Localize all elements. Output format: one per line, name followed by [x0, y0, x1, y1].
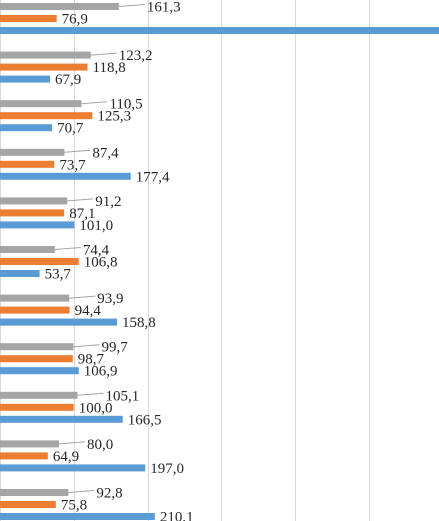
data-label-series1-group5: 91,2	[95, 194, 121, 210]
data-label-series1-group7: 93,9	[97, 291, 123, 307]
bar-series1-group8	[0, 343, 74, 351]
data-label-series3-group9: 166,5	[128, 412, 162, 428]
bar-series2-group8	[0, 355, 73, 363]
bar-series1-group3	[0, 100, 82, 108]
bar-series3-group2	[0, 75, 51, 83]
data-label-series1-group3: 110,5	[109, 97, 142, 113]
data-label-series2-group10: 64,9	[53, 449, 79, 465]
data-label-series2-group1: 76,9	[62, 12, 88, 28]
data-label-series3-group2: 67,9	[55, 72, 81, 88]
bar-series2-group5	[0, 209, 65, 217]
bar-series1-group4	[0, 148, 65, 156]
data-label-series1-group1: 161,3	[147, 0, 181, 16]
data-label-series3-group10: 197,0	[150, 461, 184, 477]
data-label-series3-group7: 158,8	[122, 315, 156, 331]
leader-line-group1	[118, 4, 145, 7]
bar-series3-group5	[0, 221, 75, 229]
leader-line-group3	[81, 101, 108, 105]
bar-series2-group1	[0, 15, 57, 22]
data-label-series2-group9: 100,0	[79, 400, 113, 416]
bar-series3-group10	[0, 464, 146, 472]
data-label-series2-group7: 94,4	[75, 303, 102, 319]
bar-series2-group7	[0, 306, 70, 314]
data-label-series2-group6: 106,8	[84, 255, 118, 271]
data-label-series3-group5: 101,0	[79, 218, 113, 234]
bar-series2-group10	[0, 452, 48, 460]
bar-series3-group6	[0, 270, 40, 277]
bar-series2-group4	[0, 160, 55, 168]
leader-lines	[54, 4, 145, 493]
bar-series2-group11	[0, 501, 56, 508]
bar-series3-group3	[0, 124, 53, 132]
leader-line-group6	[54, 247, 81, 250]
bar-series3-group1	[0, 27, 439, 34]
leader-line-group4	[64, 149, 91, 153]
leader-line-group2	[90, 52, 117, 56]
bar-series1-group11	[0, 489, 69, 496]
bar-series2-group2	[0, 63, 88, 71]
leader-line-group11	[68, 490, 95, 493]
bar-series3-group11	[0, 513, 155, 520]
data-label-series1-group2: 123,2	[119, 48, 153, 64]
leader-line-group10	[58, 441, 85, 445]
data-label-series2-group4: 73,7	[59, 157, 86, 173]
data-label-series3-group8: 106,9	[84, 364, 118, 380]
data-label-series2-group2: 118,8	[93, 60, 126, 76]
bar-series2-group6	[0, 258, 79, 265]
bar-series1-group1	[0, 3, 119, 10]
data-label-series2-group3: 125,3	[97, 109, 131, 125]
bar-series1-group9	[0, 391, 78, 399]
bar-series2-group3	[0, 112, 93, 120]
data-label-series1-group9: 105,1	[105, 388, 139, 404]
data-label-series1-group6: 74,4	[83, 243, 110, 259]
bar-series1-group5	[0, 197, 68, 205]
leader-line-group7	[69, 295, 96, 299]
data-label-series2-group8: 98,7	[78, 352, 105, 368]
bar-series1-group7	[0, 294, 70, 302]
data-label-series1-group11: 92,8	[96, 486, 122, 502]
bars-group	[0, 3, 439, 520]
bar-series3-group7	[0, 318, 118, 326]
data-label-series2-group11: 75,8	[61, 498, 87, 514]
leader-line-group9	[77, 392, 104, 396]
data-label-series3-group4: 177,4	[136, 169, 170, 185]
bar-series3-group9	[0, 415, 123, 423]
data-label-series3-group3: 70,7	[57, 121, 84, 137]
bar-series1-group2	[0, 51, 91, 59]
bar-series1-group10	[0, 440, 59, 448]
data-label-series1-group10: 80,0	[87, 437, 113, 453]
bar-series3-group4	[0, 172, 131, 180]
data-label-series3-group6: 53,7	[45, 267, 72, 283]
data-label-series1-group4: 87,4	[92, 145, 119, 161]
leader-line-group8	[73, 344, 100, 348]
bar-series3-group8	[0, 367, 79, 375]
data-label-series1-group8: 99,7	[101, 340, 128, 356]
data-label-series3-group11: 210,1	[160, 510, 194, 521]
bar-series2-group9	[0, 403, 74, 411]
leader-line-group5	[67, 198, 94, 202]
bar-series1-group6	[0, 246, 55, 253]
data-label-series2-group5: 87,1	[69, 206, 95, 222]
